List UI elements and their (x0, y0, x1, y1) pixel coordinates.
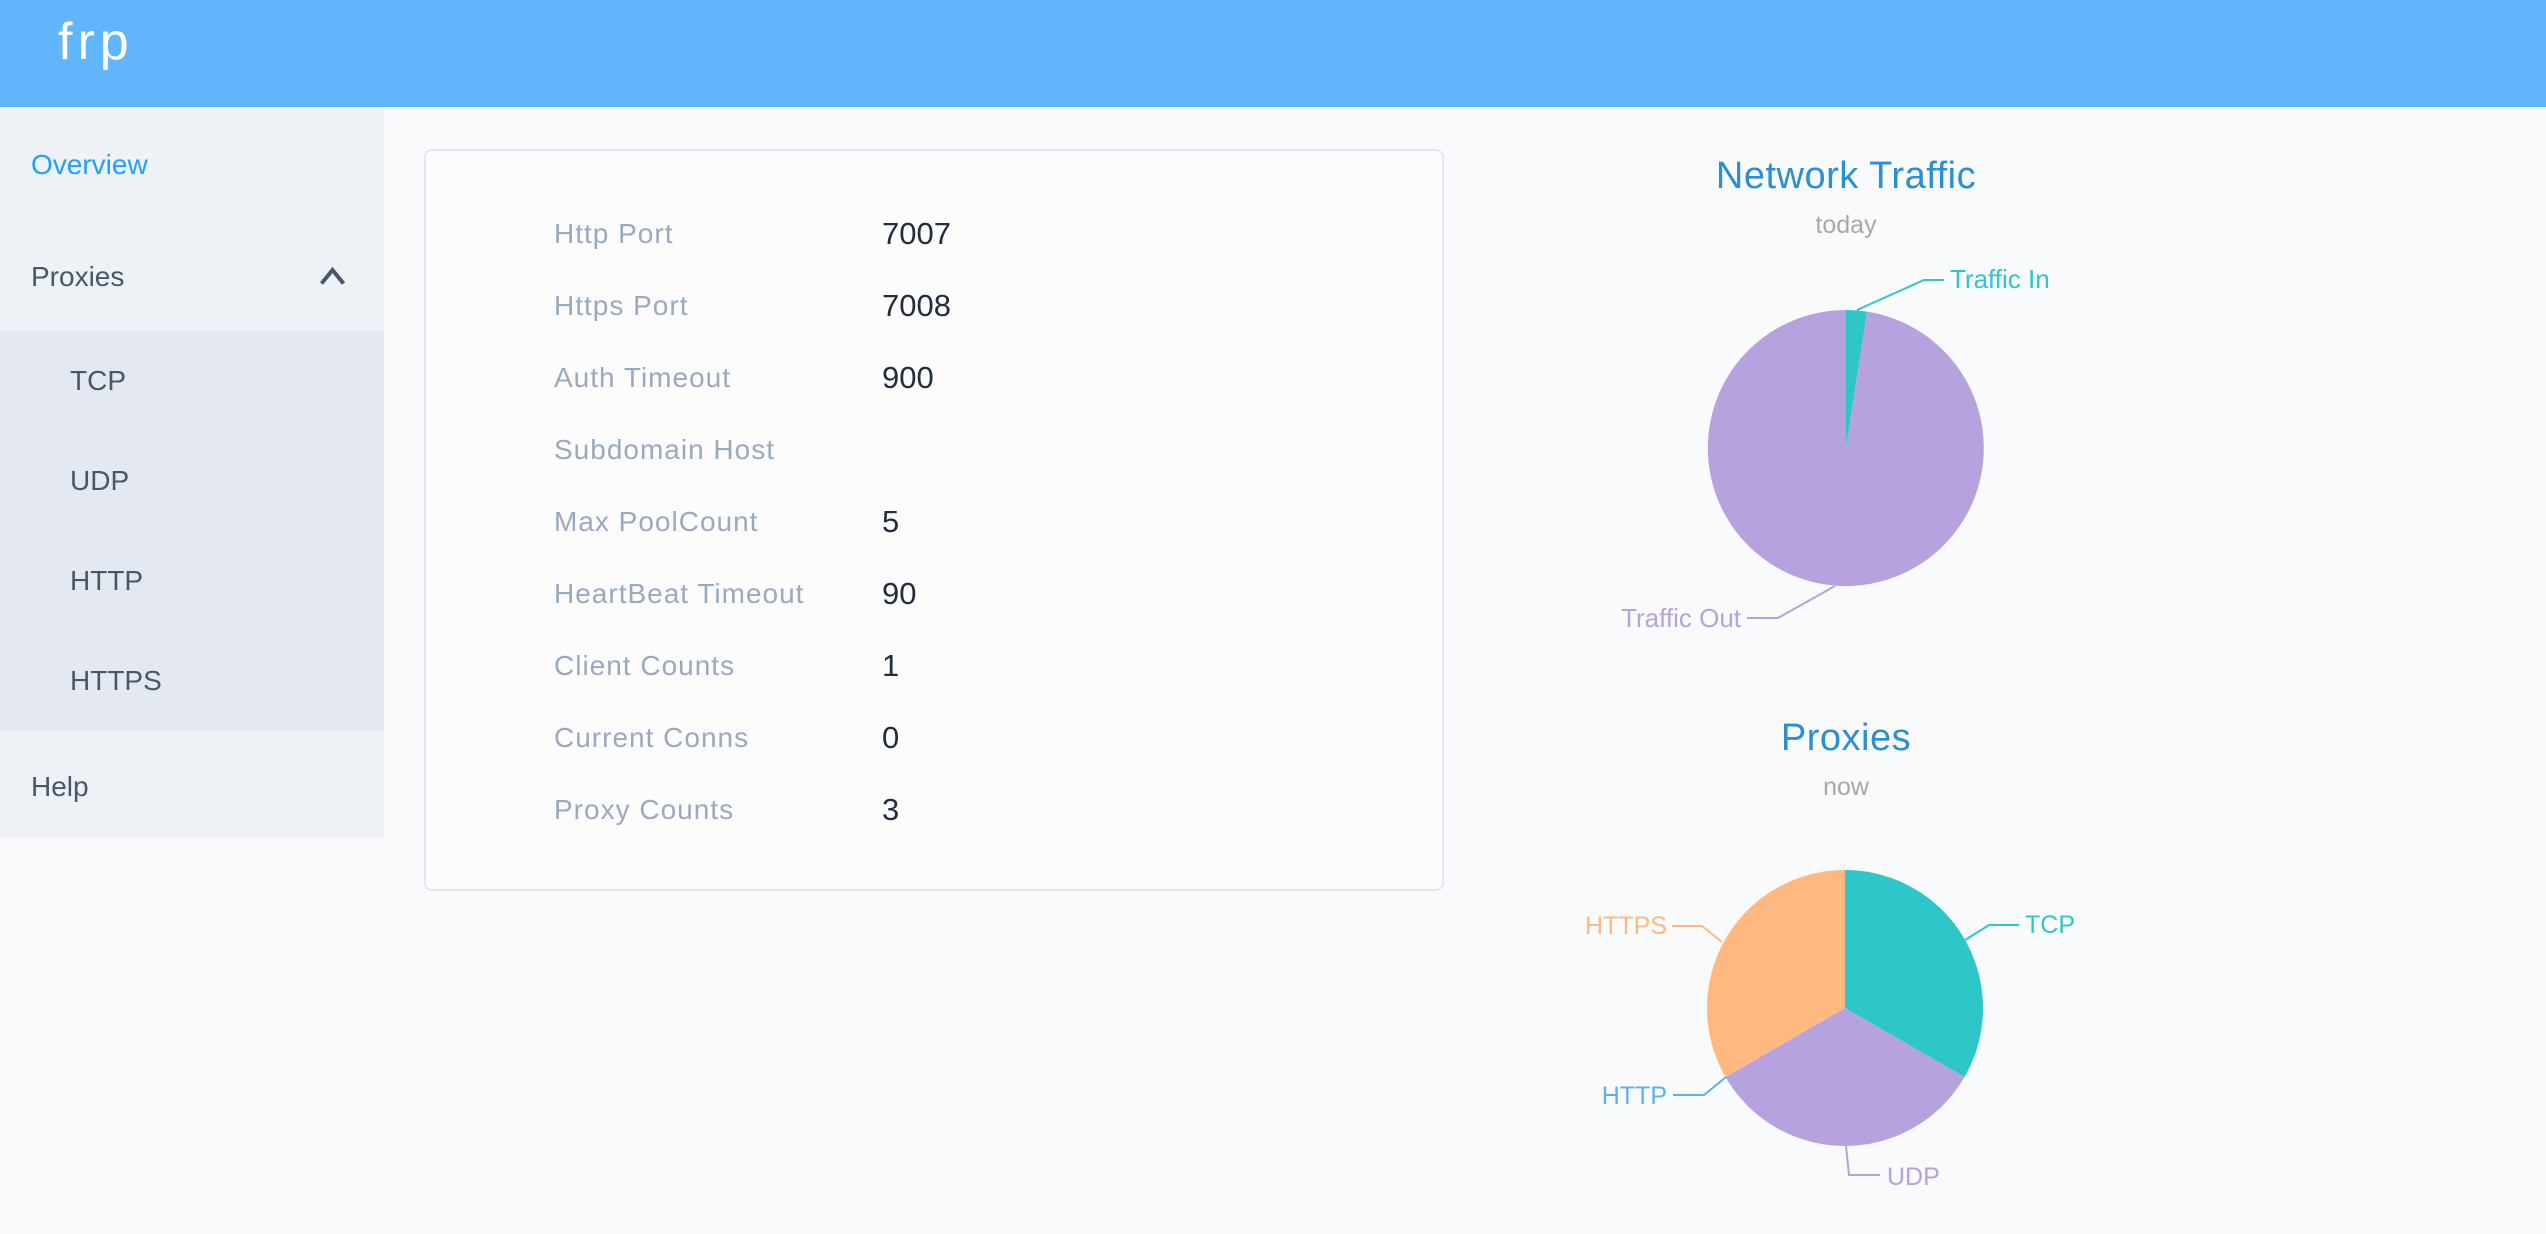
svg-text:HTTP: HTTP (1602, 1082, 1667, 1110)
svg-text:Traffic In: Traffic In (1950, 264, 2050, 294)
svg-text:TCP: TCP (2025, 911, 2075, 939)
svg-text:UDP: UDP (1887, 1163, 1940, 1191)
svg-text:Traffic Out: Traffic Out (1621, 603, 1742, 633)
svg-text:HTTPS: HTTPS (1585, 912, 1667, 940)
